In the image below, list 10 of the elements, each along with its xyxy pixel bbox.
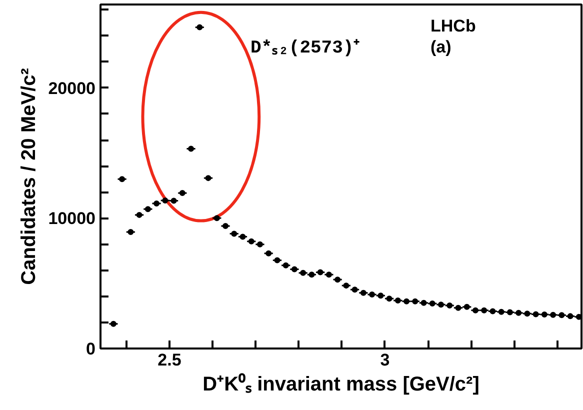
y-tick-label: 10000 bbox=[48, 209, 96, 228]
y-tick-label: 0 bbox=[86, 340, 96, 358]
annotation: LHCb bbox=[430, 16, 476, 36]
y-axis-title: Candidates / 20 MeV/c² bbox=[18, 68, 40, 285]
x-tick-label: 2.5 bbox=[158, 350, 182, 370]
y-tick-label: 20000 bbox=[48, 78, 96, 98]
annotation: (a) bbox=[430, 38, 452, 56]
annotation: D*ₛ₂(2573)⁺ bbox=[250, 38, 360, 58]
x-axis-title: D⁺K⁰ₛ invariant mass [GeV/c²] bbox=[202, 372, 480, 396]
x-tick-label: 3 bbox=[380, 350, 390, 370]
